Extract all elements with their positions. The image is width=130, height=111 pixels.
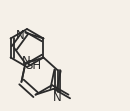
Text: N: N xyxy=(16,29,25,42)
Text: SH: SH xyxy=(25,59,41,72)
Text: N: N xyxy=(53,91,62,104)
Text: N: N xyxy=(22,55,31,68)
